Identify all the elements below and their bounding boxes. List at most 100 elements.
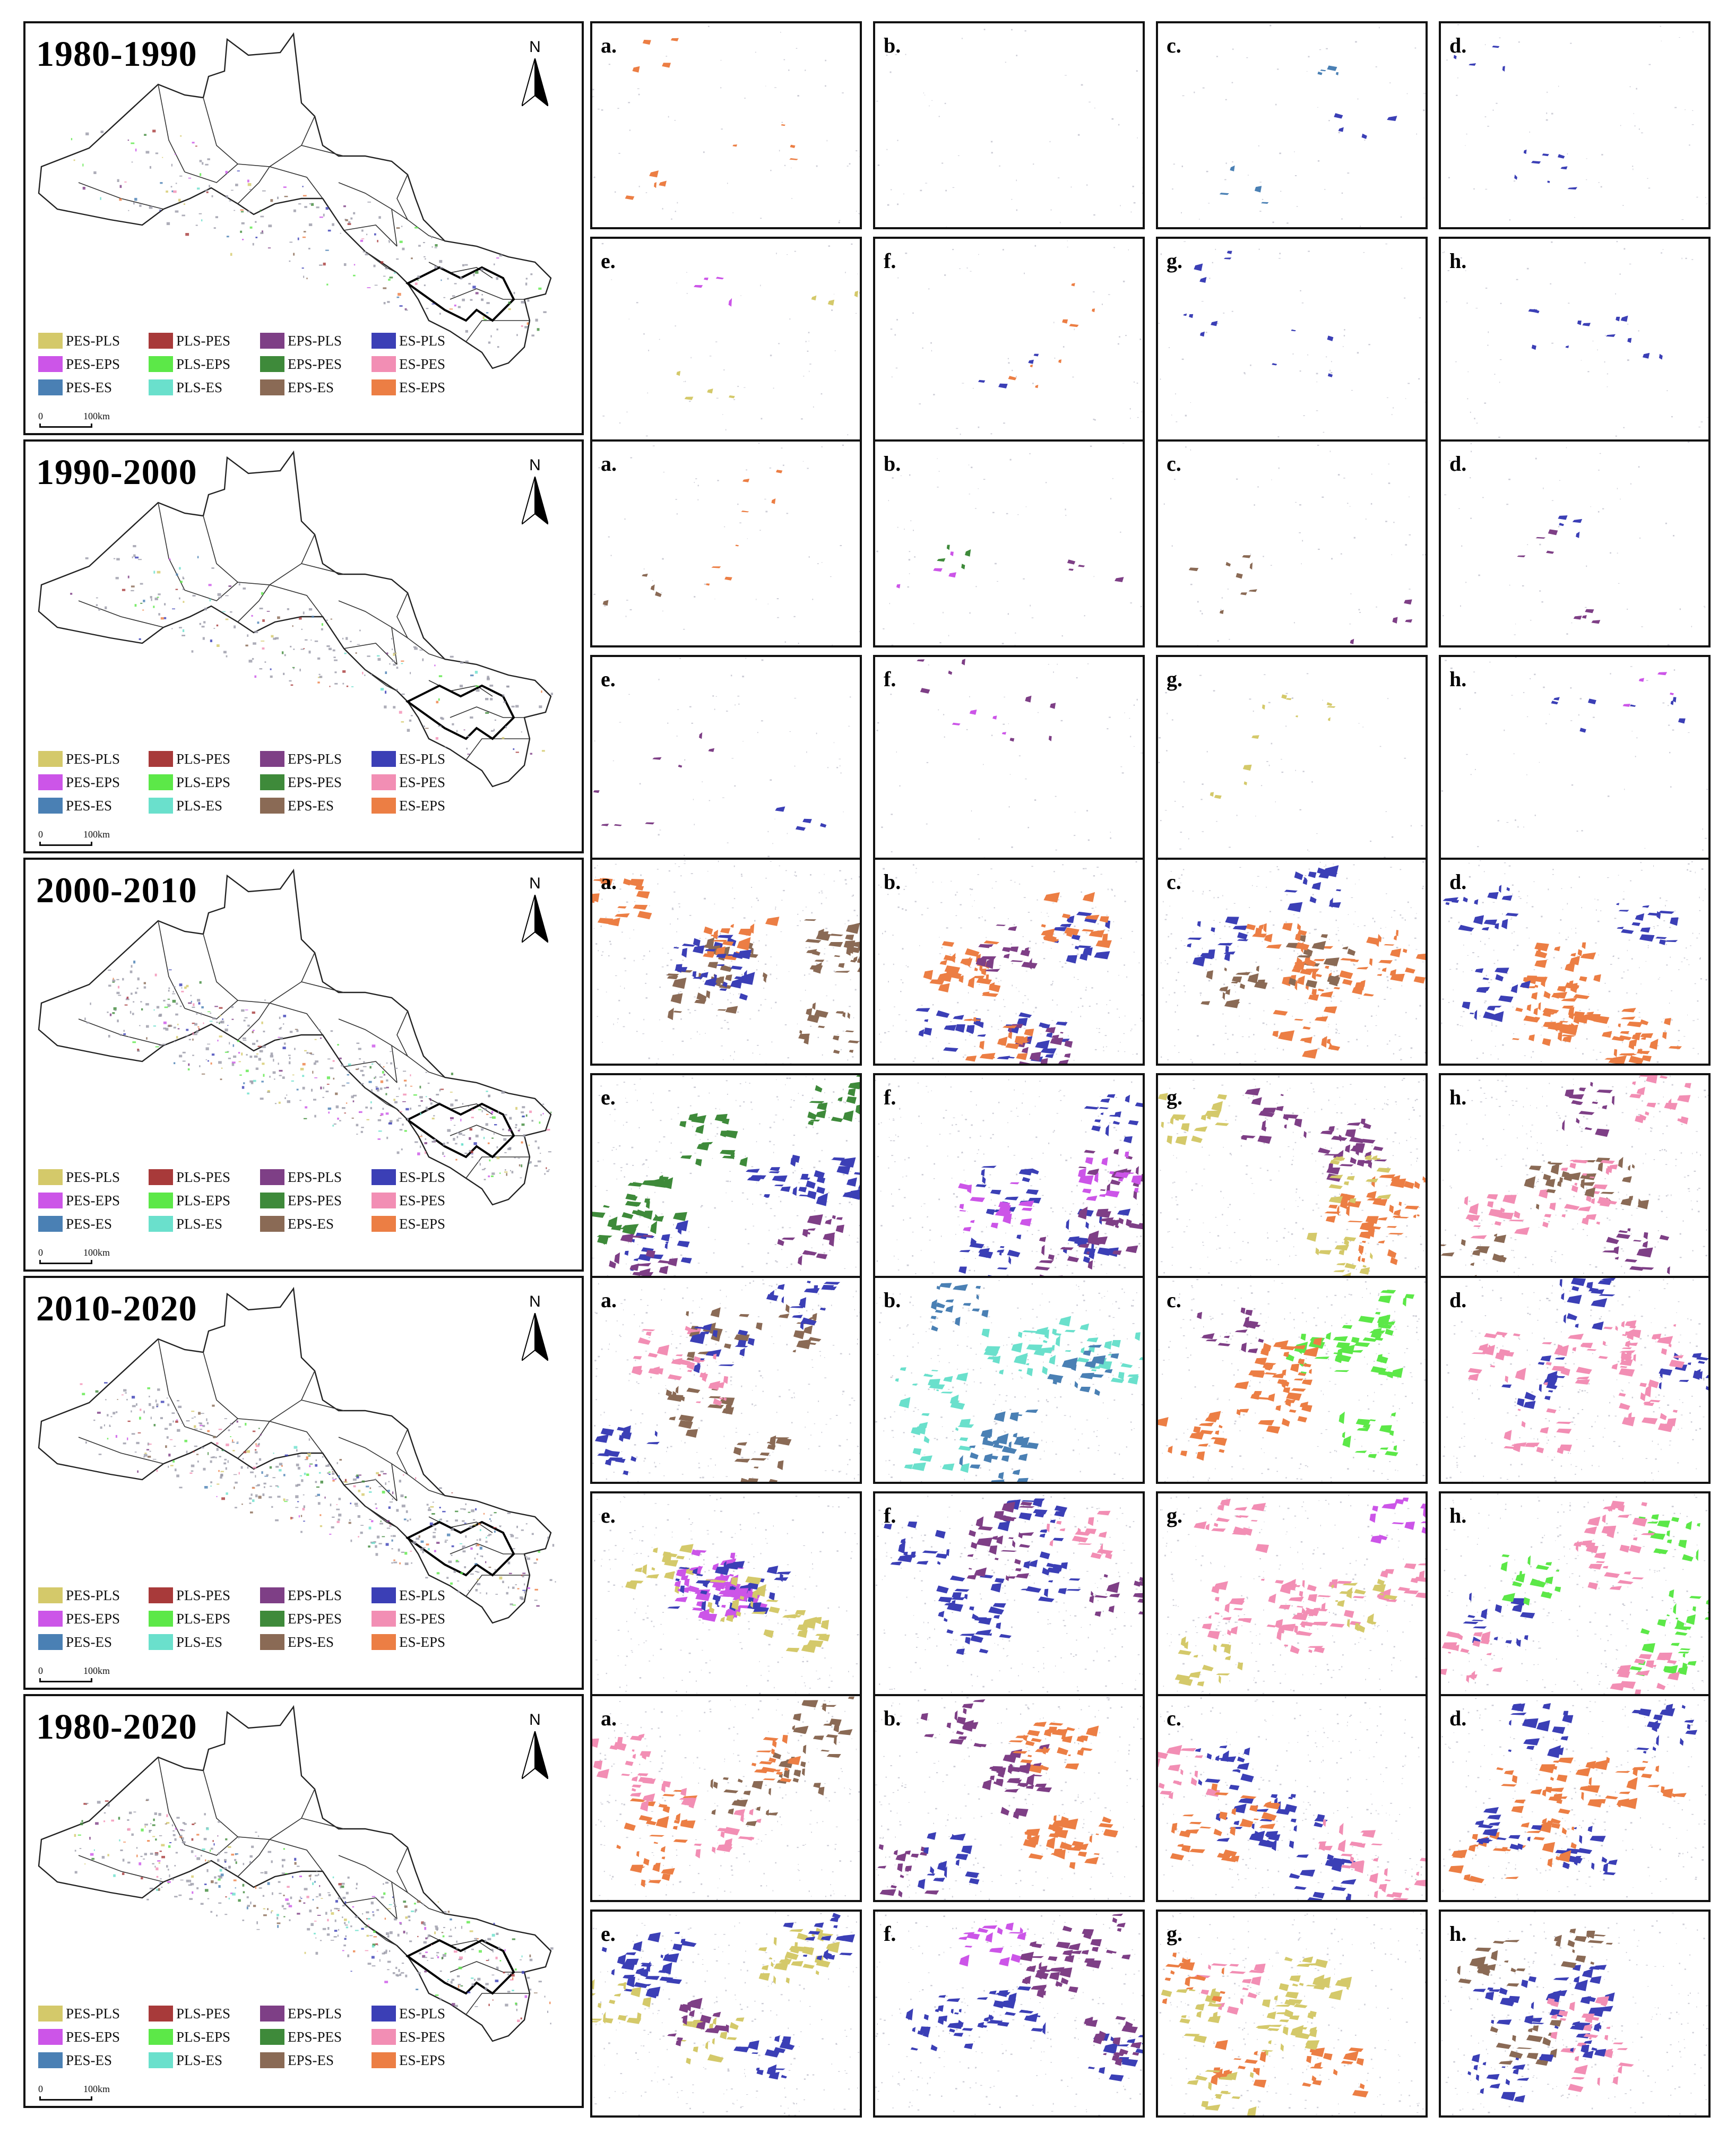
map-patch [261,592,264,595]
map-patch [425,1072,428,1073]
minor-patch [1135,861,1137,863]
transition-patch [720,964,732,972]
minor-patch [1048,1142,1050,1144]
minor-patch [914,901,917,903]
map-patch [353,274,356,277]
minor-patch [1312,988,1314,990]
transition-patch [790,144,796,148]
minor-patch [1404,297,1406,299]
minor-patch [1134,381,1135,383]
minor-patch [1333,971,1335,972]
panel-letter: b. [884,452,901,476]
transition-patch [853,1172,860,1175]
map-patch [380,1080,384,1083]
minor-patch [1562,909,1564,910]
map-patch [234,210,236,211]
map-patch [310,1053,314,1055]
minor-patch [1212,262,1213,264]
map-patch [127,575,129,578]
transition-patch [1107,1094,1116,1098]
transition-patch [1230,165,1235,171]
minor-patch [1276,1103,1278,1104]
minor-patch [1249,907,1250,908]
minor-patch [679,991,682,992]
map-patch [231,1061,236,1064]
north-arrow: N [516,875,554,944]
minor-patch [825,928,828,929]
minor-patch [797,95,799,97]
minor-patch [1007,1122,1008,1124]
map-patch [216,1022,219,1023]
zoom-panel-a: a. [590,858,862,1066]
minor-patch [1158,323,1160,324]
minor-patch [1670,786,1672,788]
map-patch [201,1006,204,1009]
minor-patch [734,1051,735,1053]
minor-patch [1136,70,1138,72]
minor-patch [1050,209,1052,211]
minor-patch [766,934,767,936]
map-patch [195,145,197,147]
map-patch [425,1096,427,1098]
minor-patch [1285,921,1287,923]
minor-patch [1477,956,1479,957]
minor-patch [680,875,682,877]
minor-patch [1309,1022,1311,1023]
county-boundary [391,174,409,221]
minor-patch [1368,1182,1370,1184]
minor-patch [1213,897,1215,899]
map-patch [313,1062,316,1065]
transition-patch [715,277,724,280]
map-patch [227,1051,229,1052]
minor-patch [1023,1028,1026,1029]
map-patch [476,689,480,692]
transition-patch [739,993,748,1001]
map-patch [494,263,495,265]
map-patch [401,693,405,695]
minor-patch [673,1224,674,1226]
transition-patch [1035,1040,1050,1049]
minor-patch [1269,911,1271,912]
minor-patch [1082,1005,1084,1007]
transition-patch [1591,620,1601,624]
transition-patch [706,990,711,999]
transition-patch [1621,1053,1637,1056]
map-patch [231,1006,234,1008]
map-patch [361,1127,364,1128]
transition-patch [706,583,710,586]
transition-patch [1326,702,1333,706]
transition-patch [739,1157,748,1167]
minor-patch [1308,250,1310,252]
map-patch [508,1129,512,1131]
minor-patch [1630,666,1633,667]
map-patch [525,282,528,286]
minor-patch [1034,799,1037,801]
transition-patch [638,1268,651,1277]
transition-patch [1294,1018,1303,1021]
minor-patch [742,676,745,678]
minor-patch [1001,643,1004,645]
minor-patch [952,1124,953,1126]
minor-patch [816,165,818,167]
minor-patch [997,581,998,582]
minor-patch [770,973,772,975]
minor-patch [601,243,604,245]
minor-patch [937,487,939,488]
minor-patch [796,1215,799,1216]
minor-patch [1548,888,1549,891]
map-patch [464,264,468,266]
map-patch [344,652,347,654]
minor-patch [1091,987,1093,989]
minor-patch [925,183,927,184]
minor-patch [1511,917,1513,919]
minor-patch [1389,82,1391,84]
minor-patch [774,1244,776,1245]
minor-patch [1669,927,1671,928]
minor-patch [1312,1210,1314,1211]
transition-patch [1004,1196,1019,1200]
minor-patch [626,600,628,601]
map-patch [468,283,471,285]
minor-patch [1046,482,1047,483]
minor-patch [1297,1206,1299,1207]
legend-swatch [38,774,63,790]
